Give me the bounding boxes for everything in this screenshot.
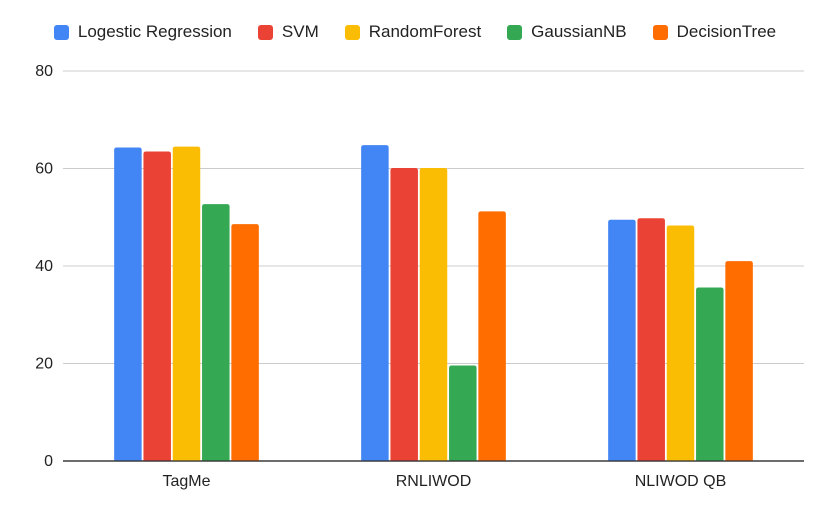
x-tick-label: RNLIWOD (396, 473, 472, 490)
legend-swatch (53, 24, 69, 40)
legend-label: RandomForest (368, 22, 482, 41)
legend-swatch (257, 24, 273, 40)
legend-swatch (507, 24, 523, 40)
y-tick-label: 80 (35, 63, 53, 80)
bar (390, 168, 418, 461)
x-tick-label: NLIWOD QB (635, 473, 727, 490)
bar (231, 224, 259, 461)
legend-label: GaussianNB (531, 22, 627, 41)
bar (419, 168, 448, 461)
bar (172, 146, 201, 461)
legend-item: DecisionTree (652, 22, 777, 42)
legend-swatch (344, 24, 360, 40)
legend-label: SVM (281, 22, 319, 41)
bar (696, 287, 724, 461)
y-tick-label: 40 (35, 258, 53, 275)
legend-item: SVM (257, 22, 319, 42)
y-tick-label: 20 (35, 356, 53, 373)
x-tick-label: TagMe (162, 473, 210, 490)
bar (361, 145, 389, 461)
bar (202, 204, 230, 461)
legend-item: GaussianNB (507, 22, 627, 42)
legend-label: DecisionTree (676, 22, 777, 41)
y-tick-label: 0 (44, 453, 53, 470)
legend-item: Logestic Regression (53, 22, 232, 42)
legend: Logestic Regression SVM RandomForest Gaussi… (0, 22, 830, 42)
bar (666, 225, 695, 461)
y-tick-label: 60 (35, 161, 53, 178)
bar (478, 211, 506, 461)
bar (449, 365, 477, 461)
legend-swatch (652, 24, 668, 40)
bar (143, 151, 171, 461)
legend-label: Logestic Regression (77, 22, 232, 41)
bar (114, 147, 142, 461)
bar (637, 218, 665, 461)
bar (608, 219, 636, 461)
legend-item: RandomForest (344, 22, 482, 42)
bar (725, 261, 753, 461)
